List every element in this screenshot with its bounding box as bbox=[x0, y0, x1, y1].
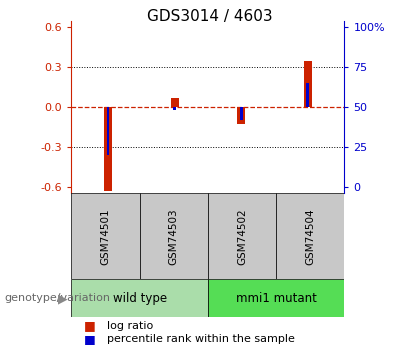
Bar bbox=[208, 193, 276, 279]
Bar bbox=[307, 83, 309, 107]
Text: genotype/variation: genotype/variation bbox=[4, 294, 110, 303]
Text: log ratio: log ratio bbox=[107, 321, 153, 331]
Text: ■: ■ bbox=[84, 333, 96, 345]
Bar bbox=[208, 279, 344, 317]
Bar bbox=[304, 60, 312, 107]
Text: GSM74503: GSM74503 bbox=[169, 208, 179, 265]
Bar bbox=[71, 193, 139, 279]
Text: mmi1 mutant: mmi1 mutant bbox=[236, 292, 317, 305]
Text: wild type: wild type bbox=[113, 292, 167, 305]
Bar bbox=[171, 98, 178, 107]
Text: ▶: ▶ bbox=[58, 292, 68, 305]
Text: ■: ■ bbox=[84, 319, 96, 333]
Text: GSM74504: GSM74504 bbox=[305, 208, 315, 265]
Bar bbox=[71, 279, 208, 317]
Bar bbox=[276, 193, 344, 279]
Bar bbox=[139, 193, 208, 279]
Bar bbox=[173, 107, 176, 110]
Text: percentile rank within the sample: percentile rank within the sample bbox=[107, 334, 295, 344]
Text: GSM74502: GSM74502 bbox=[237, 208, 247, 265]
Text: GSM74501: GSM74501 bbox=[100, 208, 110, 265]
Text: GDS3014 / 4603: GDS3014 / 4603 bbox=[147, 9, 273, 23]
Bar bbox=[107, 107, 109, 155]
Bar bbox=[104, 107, 112, 190]
Bar bbox=[240, 107, 242, 120]
Bar bbox=[237, 107, 245, 124]
